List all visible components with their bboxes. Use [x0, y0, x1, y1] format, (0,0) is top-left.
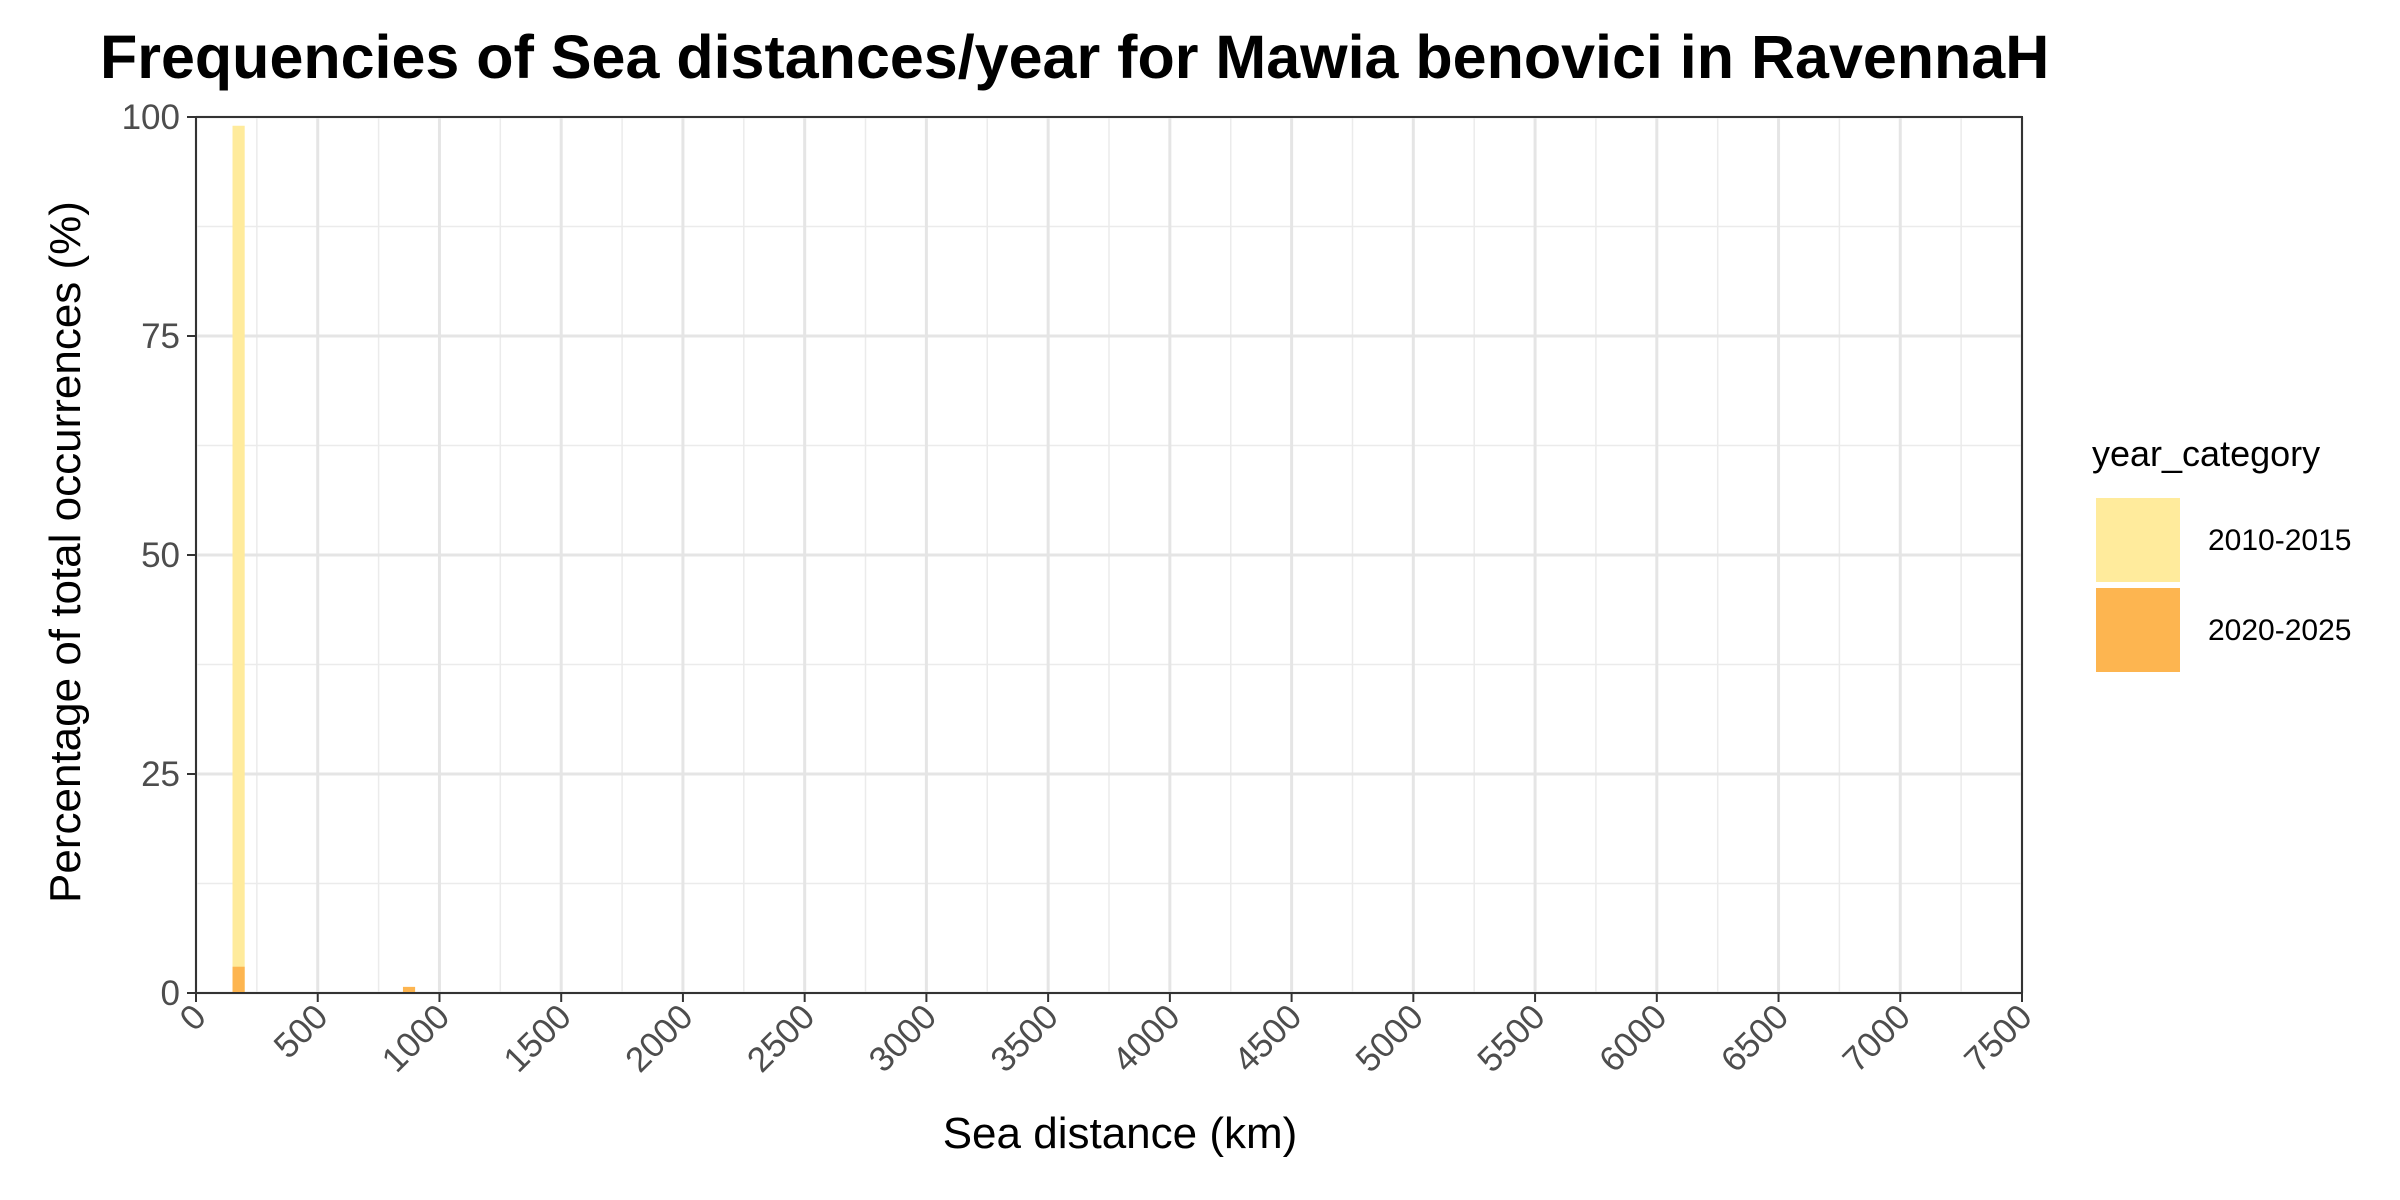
legend-label-2010-2015: 2010-2015 — [2208, 524, 2351, 557]
legend: year_category 2010-2015 2020-2025 — [2092, 433, 2351, 672]
legend-key-2010-2015 — [2096, 498, 2180, 582]
y-tick-label: 50 — [141, 536, 180, 575]
legend-title: year_category — [2092, 433, 2320, 474]
x-tick-label: 4000 — [1105, 997, 1188, 1080]
x-tick-label: 5000 — [1348, 997, 1431, 1080]
legend-items: 2010-2015 2020-2025 — [2096, 498, 2351, 672]
x-tick-label: 4500 — [1227, 997, 1310, 1080]
chart-title: Frequencies of Sea distances/year for Ma… — [100, 23, 2049, 91]
bar-2020-2025: 2020-2025: 0.7 — [402, 986, 416, 993]
bar-2020-2025: 2020-2025: 3 — [232, 966, 245, 993]
x-tick-label: 2500 — [740, 997, 823, 1080]
y-tick-label: 100 — [122, 98, 180, 137]
x-tick-label: 3000 — [861, 997, 944, 1080]
legend-key-2020-2025 — [2096, 588, 2180, 672]
x-tick-label: 3500 — [983, 997, 1066, 1080]
x-tick-label: 7500 — [1957, 997, 2040, 1080]
x-tick-label: 7000 — [1835, 997, 1918, 1080]
legend-label-2020-2025: 2020-2025 — [2208, 614, 2351, 647]
x-tick-label: 500 — [267, 997, 336, 1066]
bar-2010-2015: 2010-2015: 99 — [232, 125, 245, 993]
x-tick-label: 6500 — [1714, 997, 1797, 1080]
x-tick-label: 5500 — [1470, 997, 1553, 1080]
x-tick-label: 1500 — [496, 997, 579, 1080]
bars: 2010-2015: 992020-2025: 3 2020-2025: 0.7 — [232, 125, 416, 993]
x-axis: 0 500 1000 1500 2000 2500 3000 3500 4000 4500 5000… — [172, 993, 2040, 1080]
y-axis-title: Percentage of total occurrences (%) — [41, 201, 90, 903]
x-tick-label: 2000 — [618, 997, 701, 1080]
y-tick-label: 75 — [141, 317, 180, 356]
x-tick-label: 1000 — [374, 997, 457, 1080]
y-tick-label: 0 — [161, 974, 180, 1013]
grid — [194, 115, 2024, 995]
x-tick-label: 6000 — [1592, 997, 1675, 1080]
x-axis-title: Sea distance (km) — [943, 1109, 1298, 1158]
y-tick-label: 25 — [141, 755, 180, 794]
y-axis: 0 25 50 75 100 — [122, 98, 196, 1013]
